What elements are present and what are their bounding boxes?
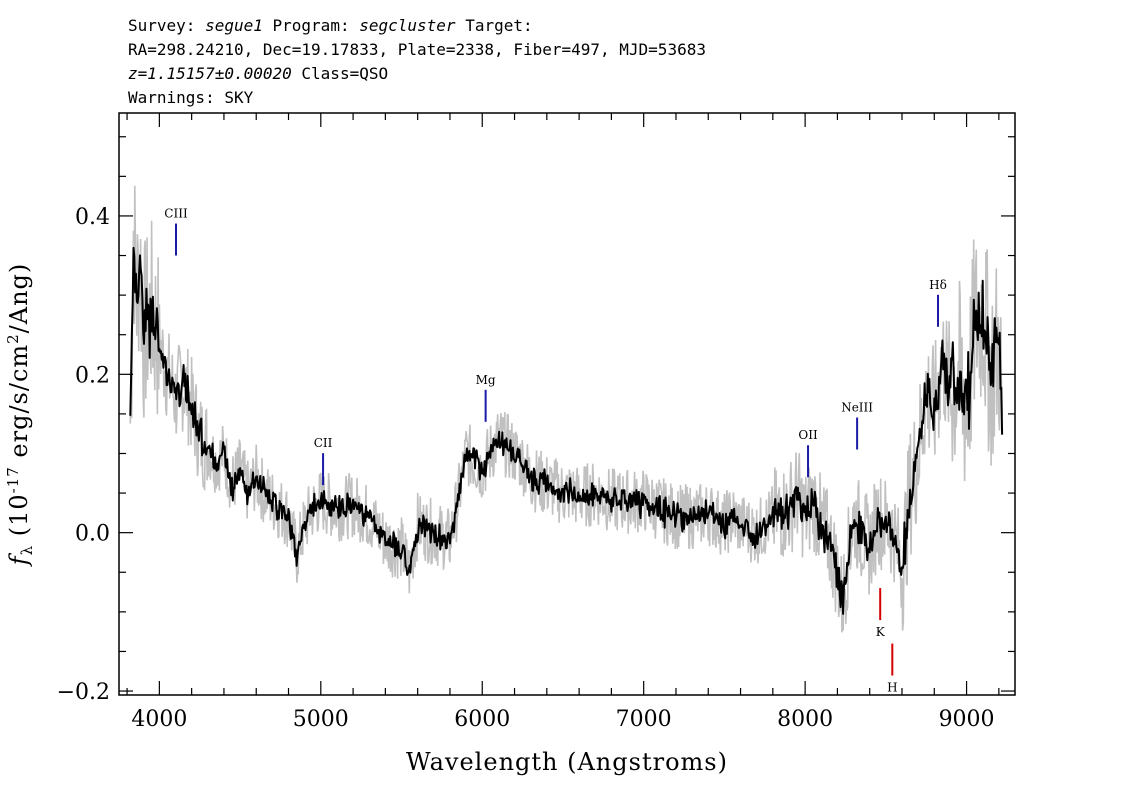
spectral-lines-layer: CIII CII Mg OII NeIII Hδ K H (164, 207, 947, 695)
line-label-CII: CII (314, 436, 333, 450)
y-axis-title: fλ (10-17 erg/s/cm2/Ang) (4, 263, 36, 568)
survey-label: Survey: (128, 16, 196, 35)
redshift-value: z=1.15157±0.00020 (128, 64, 292, 83)
error-band-layer (129, 185, 1003, 633)
line-label-Hδ: Hδ (929, 278, 947, 292)
header-line-survey: Survey: segue1 Program: segcluster Targe… (128, 14, 1028, 38)
x-tick-label: 4000 (131, 707, 187, 732)
line-label-Mg: Mg (476, 373, 496, 387)
y-tick-label: −0.2 (57, 680, 110, 705)
program-label: Program: (272, 16, 350, 35)
header-line-coordinates: RA=298.24210, Dec=19.17833, Plate=2338, … (128, 40, 706, 59)
class-value: Class=QSO (301, 64, 389, 83)
spectrum-header: Survey: segue1 Program: segcluster Targe… (128, 14, 1028, 110)
program-value: segcluster (359, 16, 456, 35)
line-label-NeIII: NeIII (841, 401, 873, 415)
line-label-CIII: CIII (164, 207, 188, 221)
x-tick-label: 7000 (616, 707, 672, 732)
error-band (129, 185, 1003, 633)
x-tick-label: 6000 (454, 707, 510, 732)
flux-line (129, 246, 1004, 615)
plot-frame (118, 112, 1016, 696)
x-tick-label: 8000 (777, 707, 833, 732)
line-label-OII: OII (798, 428, 818, 442)
survey-value: segue1 (205, 16, 263, 35)
target-label: Target: (465, 16, 533, 35)
header-line-warnings: Warnings: SKY (128, 88, 254, 107)
flux-layer (129, 246, 1004, 615)
line-label-H: H (887, 681, 897, 695)
x-axis-title: Wavelength (Angstroms) (406, 748, 728, 776)
header-line-redshift: z=1.15157±0.00020 Class=QSO (128, 62, 1028, 86)
axis-titles-layer: Wavelength (Angstroms) fλ (10-17 erg/s/c… (4, 263, 728, 776)
y-tick-label: 0.0 (75, 522, 110, 547)
line-label-K: K (876, 625, 886, 639)
x-tick-label: 5000 (293, 707, 349, 732)
axes-layer: 4000 5000 6000 7000 8000 9000 −0.2 0.0 0.2 0.4 (57, 112, 1016, 732)
y-tick-label: 0.2 (75, 363, 110, 388)
x-tick-label: 9000 (939, 707, 995, 732)
y-tick-label: 0.4 (75, 205, 110, 230)
